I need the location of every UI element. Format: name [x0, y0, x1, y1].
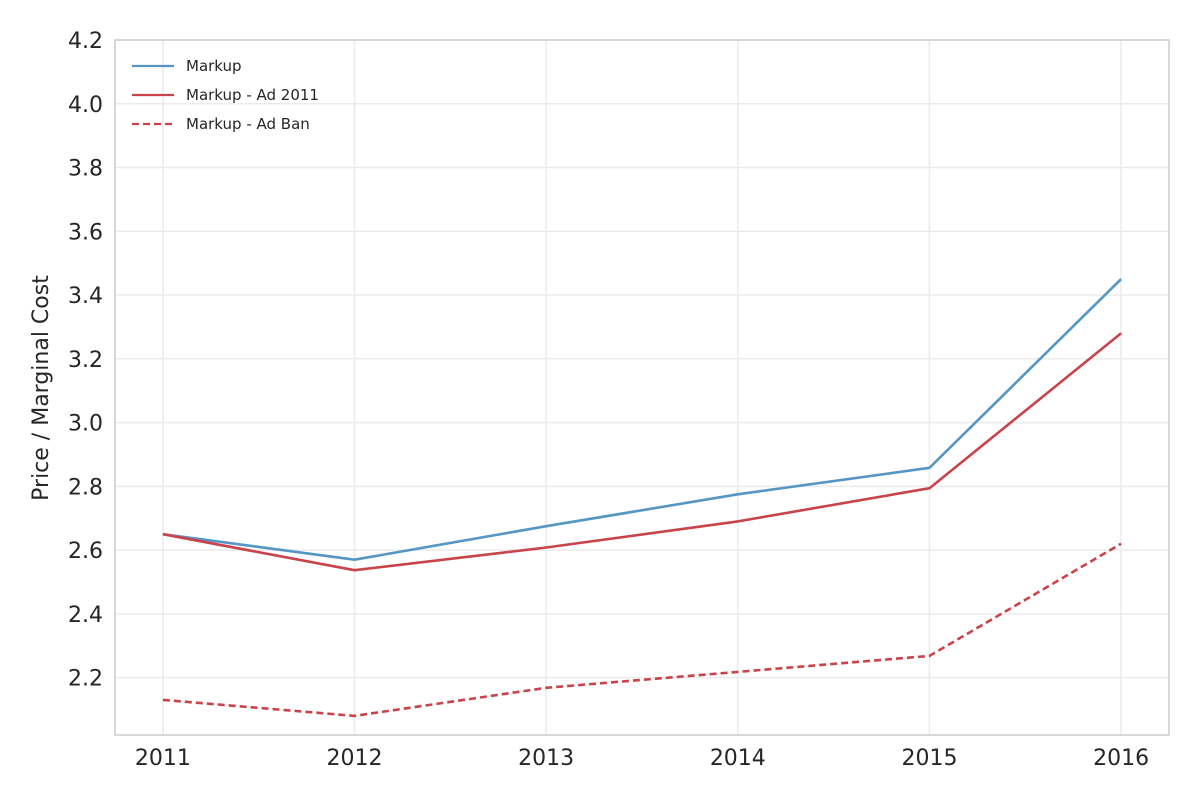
y-tick-label: 3.8	[68, 157, 103, 182]
y-tick-label: 3.4	[68, 284, 103, 309]
series-line-1	[162, 278, 1123, 562]
x-tick-label: 2012	[327, 746, 383, 771]
legend-label: Markup - Ad Ban	[186, 115, 310, 133]
legend-label: Markup - Ad 2011	[186, 86, 319, 104]
series-line-3	[162, 542, 1122, 718]
y-axis-tick-labels: 2.2 2.4 2.6 2.8 3.0 3.2 3.4 3.6 3.8 4.0 4.2	[68, 29, 103, 692]
x-tick-label: 2013	[518, 746, 574, 771]
y-tick-label: 3.2	[68, 348, 103, 373]
x-tick-label: 2011	[135, 746, 191, 771]
series-lines	[162, 278, 1123, 718]
x-axis-tick-labels: 2011 2012 2013 2014 2015 2016	[135, 746, 1149, 771]
y-tick-label: 2.6	[68, 539, 103, 564]
plot-frame	[114, 39, 1170, 736]
legend-label: Markup	[186, 57, 242, 75]
y-tick-label: 3.6	[68, 220, 103, 245]
y-axis-label: Price / Marginal Cost	[29, 275, 54, 501]
x-tick-label: 2015	[901, 746, 957, 771]
y-tick-label: 4.2	[68, 29, 103, 54]
y-tick-label: 4.0	[68, 93, 103, 118]
y-tick-label: 2.4	[68, 603, 103, 628]
legend: Markup Markup - Ad 2011 Markup - Ad Ban	[132, 57, 319, 133]
x-tick-label: 2016	[1093, 746, 1149, 771]
y-tick-label: 2.2	[68, 667, 103, 692]
series-line-2	[162, 332, 1122, 572]
x-tick-label: 2014	[710, 746, 766, 771]
y-tick-label: 2.8	[68, 475, 103, 500]
y-tick-label: 3.0	[68, 412, 103, 437]
